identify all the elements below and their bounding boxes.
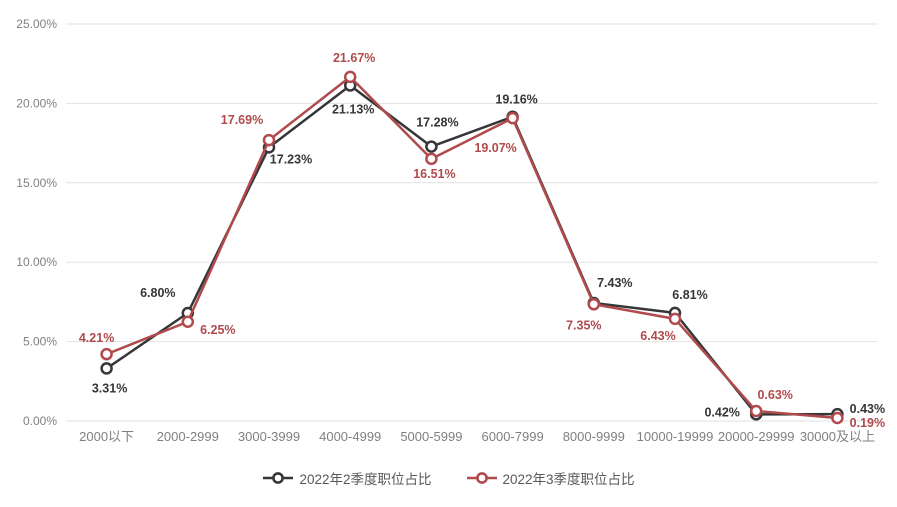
data-point-label: 0.19% — [850, 416, 885, 430]
data-point-label: 16.51% — [413, 167, 455, 181]
legend-label-2022-q2: 2022年2季度职位占比 — [299, 472, 432, 487]
data-point-marker — [749, 404, 763, 418]
line-marker-icon — [263, 472, 294, 484]
x-axis-category-label: 2000以下 — [79, 429, 134, 444]
data-point-marker — [100, 347, 113, 361]
data-point-label: 19.16% — [495, 93, 537, 107]
x-axis-category-label: 6000-7999 — [482, 429, 544, 444]
data-point-label: 19.07% — [474, 141, 516, 155]
y-axis-tick-label: 15.00% — [16, 176, 57, 190]
data-point-label: 17.69% — [221, 113, 263, 127]
data-point-label: 17.28% — [416, 116, 458, 130]
y-axis-tick-label: 0.00% — [23, 414, 57, 428]
data-point-label: 3.31% — [92, 381, 127, 395]
data-point-label: 6.25% — [200, 323, 235, 337]
x-axis-category-label: 10000-19999 — [637, 429, 714, 444]
data-point-marker — [668, 312, 682, 326]
y-axis-tick-label: 10.00% — [16, 255, 57, 269]
data-point-label: 6.80% — [140, 286, 175, 300]
data-point-label: 0.63% — [757, 388, 792, 402]
series-line — [106, 75, 838, 420]
data-point-label: 6.81% — [672, 288, 707, 302]
x-axis-category-label: 5000-5999 — [400, 429, 462, 444]
data-point-marker — [506, 111, 519, 125]
x-axis-category-label: 2000-2999 — [157, 429, 219, 444]
legend-item-2022-q2[interactable]: 2022年2季度职位占比 — [262, 468, 432, 488]
data-point-label: 6.43% — [640, 329, 675, 343]
data-point-marker — [181, 315, 195, 328]
data-point-label: 0.42% — [704, 405, 739, 419]
y-axis-tick-label: 5.00% — [23, 335, 57, 349]
x-axis-category-label: 30000及以上 — [800, 429, 875, 444]
data-point-label: 21.13% — [332, 102, 374, 116]
data-point-marker — [425, 140, 438, 153]
data-point-marker — [831, 411, 844, 425]
data-point-marker — [343, 70, 357, 84]
data-point-label: 0.43% — [850, 402, 885, 416]
series-0 — [100, 79, 844, 421]
x-axis-category-label: 3000-3999 — [238, 429, 300, 444]
data-point-label: 21.67% — [333, 51, 375, 65]
x-axis-category-label: 8000-9999 — [563, 429, 625, 444]
legend-item-2022-q3[interactable]: 2022年3季度职位占比 — [466, 468, 635, 488]
data-point-marker — [262, 133, 276, 147]
series-1 — [100, 70, 844, 425]
chart-plot-area: 0.00% 5.00% 10.00% 15.00% 20.00% 25.00% 2000以下… — [16, 17, 885, 444]
series-line — [105, 84, 838, 416]
legend-label-2022-q3: 2022年3季度职位占比 — [502, 472, 635, 487]
chart-legend: 2022年2季度职位占比 2022年3季度职位占比 — [0, 456, 897, 500]
x-axis-category-label: 4000-4999 — [319, 429, 381, 444]
data-point-label: 7.35% — [566, 318, 601, 332]
y-axis-tick-label: 25.00% — [16, 17, 57, 31]
data-point-marker — [100, 362, 113, 375]
data-point-marker — [425, 152, 438, 166]
data-point-label: 17.23% — [270, 152, 312, 166]
x-axis-category-label: 20000-29999 — [718, 429, 795, 444]
data-point-label: 7.43% — [597, 276, 632, 290]
data-point-marker — [587, 298, 601, 311]
data-point-label: 4.21% — [79, 331, 114, 345]
line-marker-icon — [466, 472, 497, 484]
y-axis-tick-label: 20.00% — [16, 96, 57, 110]
